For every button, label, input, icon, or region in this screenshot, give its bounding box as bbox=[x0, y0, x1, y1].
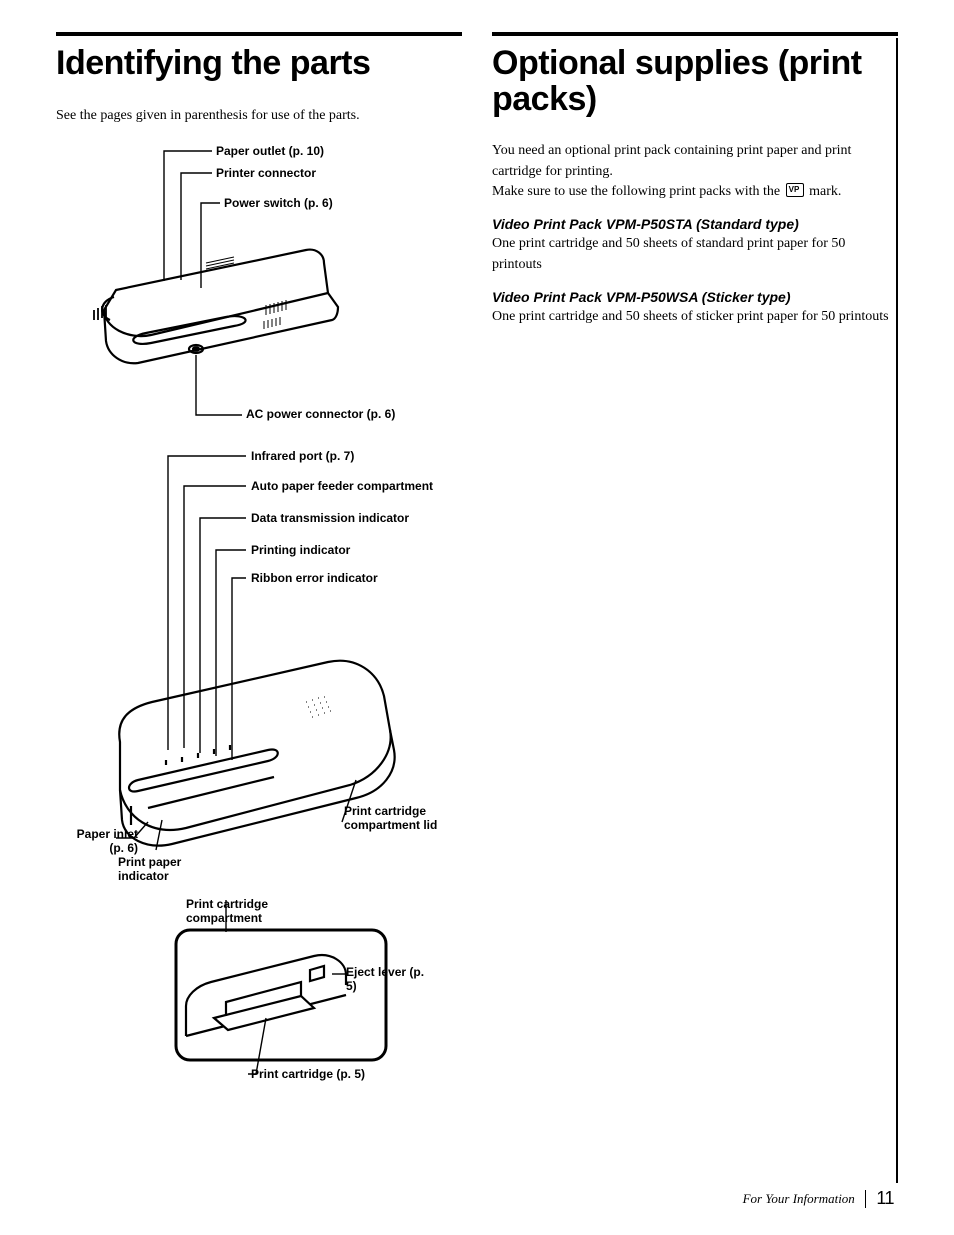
label-printing: Printing indicator bbox=[251, 544, 350, 558]
label-printer-connector: Printer connector bbox=[216, 167, 316, 181]
diagram-rear-view: Paper outlet (p. 10) Printer connector P… bbox=[56, 145, 462, 450]
pack1-head: Video Print Pack VPM-P50STA (Standard ty… bbox=[492, 216, 898, 232]
pack2-head: Video Print Pack VPM-P50WSA (Sticker typ… bbox=[492, 289, 898, 305]
body-line1: You need an optional print pack containi… bbox=[492, 143, 851, 178]
label-cartridge: Print cartridge (p. 5) bbox=[251, 1068, 365, 1082]
label-infrared: Infrared port (p. 7) bbox=[251, 450, 354, 464]
heading-left: Identifying the parts bbox=[56, 46, 462, 82]
label-paperinlet: Paper inlet (p. 6) bbox=[66, 828, 138, 856]
body-intro: You need an optional print pack containi… bbox=[492, 141, 898, 202]
heading-right: Optional supplies (print packs) bbox=[492, 46, 898, 117]
label-power-switch: Power switch (p. 6) bbox=[224, 197, 333, 211]
pack1-body: One print cartridge and 50 sheets of sta… bbox=[492, 234, 898, 275]
pack2-body: One print cartridge and 50 sheets of sti… bbox=[492, 307, 898, 327]
body-line2-before: Make sure to use the following print pac… bbox=[492, 184, 784, 199]
footer-section: For Your Information bbox=[743, 1191, 855, 1207]
label-printpaper: Print paper indicator bbox=[118, 856, 194, 884]
label-autopaper: Auto paper feeder compartment bbox=[251, 480, 433, 494]
top-rule-left bbox=[56, 32, 462, 36]
footer-divider bbox=[865, 1190, 867, 1208]
footer: For Your Information 11 bbox=[743, 1188, 894, 1209]
page-number: 11 bbox=[876, 1188, 894, 1209]
label-paper-outlet: Paper outlet (p. 10) bbox=[216, 145, 324, 159]
label-ribbonerr: Ribbon error indicator bbox=[251, 572, 378, 586]
body-line2-after: mark. bbox=[809, 184, 841, 199]
intro-left: See the pages given in parenthesis for u… bbox=[56, 106, 462, 126]
label-eject: Eject lever (p. 5) bbox=[346, 966, 426, 994]
label-cartcomp: Print cartridge compartment bbox=[186, 898, 306, 926]
label-ac-connector: AC power connector (p. 6) bbox=[246, 408, 395, 422]
label-datatrans: Data transmission indicator bbox=[251, 512, 409, 526]
diagram-front-view: Infrared port (p. 7) Auto paper feeder c… bbox=[56, 450, 462, 1090]
vp-mark-icon bbox=[786, 183, 804, 197]
top-rule-right bbox=[492, 32, 898, 36]
side-rule bbox=[896, 38, 898, 1183]
label-cartlid: Print cartridge compartment lid bbox=[344, 805, 444, 833]
